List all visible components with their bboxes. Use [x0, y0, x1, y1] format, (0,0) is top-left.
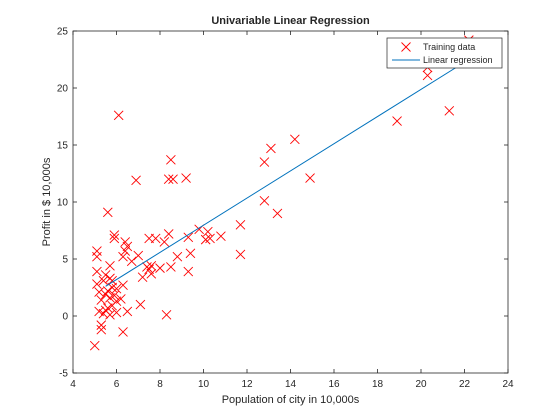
x-tick-label: 12 [241, 379, 253, 390]
legend: Training data Linear regression [387, 38, 502, 68]
legend-entry-regression: Linear regression [423, 55, 493, 65]
x-tick-label: 6 [114, 379, 120, 390]
y-tick-label: -5 [59, 369, 68, 380]
x-tick-label: 14 [285, 379, 297, 390]
x-tick-label: 8 [157, 379, 163, 390]
y-tick-label: 15 [57, 141, 69, 152]
y-tick-label: 0 [62, 312, 68, 323]
x-tick-label: 10 [198, 379, 210, 390]
x-tick-label: 18 [372, 379, 384, 390]
legend-entry-training: Training data [423, 42, 475, 52]
y-tick-label: 5 [62, 255, 68, 266]
x-tick-label: 20 [415, 379, 427, 390]
x-tick-label: 22 [459, 379, 471, 390]
plot-area [73, 31, 508, 373]
y-tick-label: 20 [57, 84, 69, 95]
chart-title: Univariable Linear Regression [211, 15, 370, 27]
x-tick-label: 4 [70, 379, 76, 390]
y-tick-label: 10 [57, 198, 69, 209]
x-tick-label: 24 [502, 379, 514, 390]
x-axis-label: Population of city in 10,000s [222, 394, 360, 406]
x-tick-label: 16 [328, 379, 340, 390]
y-axis-label: Profit in $ 10,000s [41, 157, 53, 246]
y-tick-label: 25 [57, 27, 69, 38]
